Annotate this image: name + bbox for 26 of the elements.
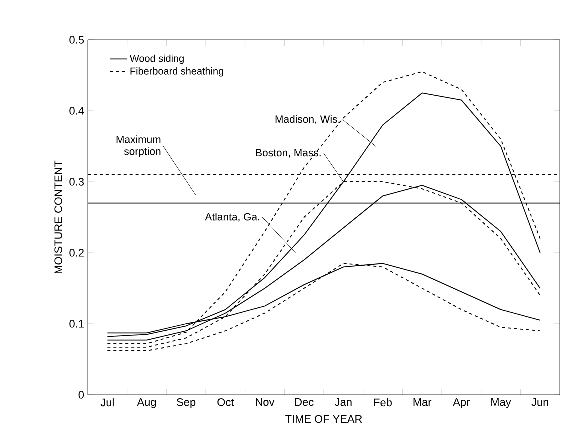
x-tick-label: Aug — [137, 398, 156, 408]
y-tick-label: 0.2 — [70, 249, 84, 257]
annotation: Boston, Mass. — [256, 149, 321, 158]
x-tick-label: May — [492, 398, 512, 408]
x-tick-label: Apr — [453, 398, 470, 408]
x-tick-label: Feb — [374, 398, 392, 407]
x-tick-label: Jan — [335, 398, 352, 406]
y-tick-label: 0 — [78, 391, 84, 399]
x-tick-label: Nov — [256, 398, 275, 406]
y-tick-label: 0.3 — [70, 178, 84, 186]
annotation: Atlanta, Ga. — [205, 213, 260, 222]
x-axis-title: TIME OF YEAR — [286, 415, 362, 424]
y-axis-title: MOISTURE CONTENT — [54, 160, 62, 274]
x-tick-label: Dec — [296, 398, 314, 406]
legend-label: Fiberboard sheathing — [130, 68, 224, 77]
legend-label: Wood siding — [130, 54, 184, 64]
y-tick-label: 0.1 — [70, 320, 84, 328]
x-tick-label: Jul — [100, 398, 114, 407]
annotation: Maximum sorption — [116, 136, 161, 158]
annotation: Madison, Wis. — [276, 115, 340, 124]
x-tick-label: Mar — [414, 398, 432, 406]
y-tick-label: 0.4 — [70, 107, 84, 115]
x-tick-label: Jun — [532, 398, 548, 406]
x-tick-label: Sep — [177, 398, 196, 408]
x-tick-label: Oct — [218, 398, 234, 406]
y-tick-label: 0.5 — [70, 36, 84, 44]
